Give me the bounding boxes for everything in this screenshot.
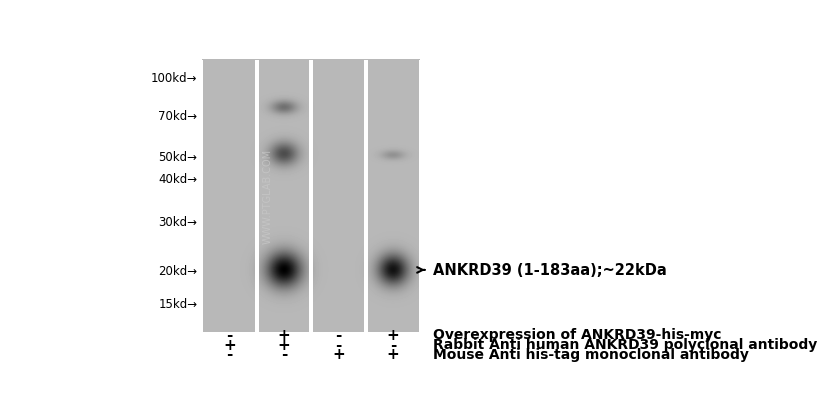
Bar: [310, 61, 313, 332]
Text: -: -: [390, 337, 396, 352]
Text: +: +: [278, 327, 291, 342]
Bar: [363, 61, 368, 332]
Text: WWW.PTGLAB.COM: WWW.PTGLAB.COM: [263, 149, 273, 244]
Text: +: +: [223, 337, 236, 352]
Text: 40kd→: 40kd→: [159, 172, 197, 185]
Bar: [201, 61, 203, 332]
Text: -: -: [226, 346, 233, 361]
Bar: [255, 61, 259, 332]
Text: 100kd→: 100kd→: [151, 72, 197, 85]
Text: Overexpression of ANKRD39-his-myc: Overexpression of ANKRD39-his-myc: [433, 328, 721, 342]
Text: 50kd→: 50kd→: [159, 150, 197, 164]
Text: -: -: [335, 327, 342, 342]
Text: 15kd→: 15kd→: [159, 297, 197, 310]
Text: ANKRD39 (1-183aa);~22kDa: ANKRD39 (1-183aa);~22kDa: [433, 263, 667, 278]
Text: Rabbit Anti human ANKRD39 polyclonal antibody: Rabbit Anti human ANKRD39 polyclonal ant…: [433, 338, 817, 352]
Text: 30kd→: 30kd→: [159, 216, 197, 229]
Text: -: -: [226, 327, 233, 342]
Text: +: +: [278, 337, 291, 352]
Text: 20kd→: 20kd→: [159, 265, 197, 277]
Text: -: -: [281, 346, 287, 361]
Text: 70kd→: 70kd→: [159, 110, 197, 123]
Text: Mouse Anti his-tag monoclonal antibody: Mouse Anti his-tag monoclonal antibody: [433, 347, 749, 361]
Text: -: -: [335, 337, 342, 352]
Text: +: +: [387, 327, 399, 342]
Text: +: +: [387, 346, 399, 361]
Text: +: +: [332, 346, 345, 361]
Bar: [420, 61, 422, 332]
